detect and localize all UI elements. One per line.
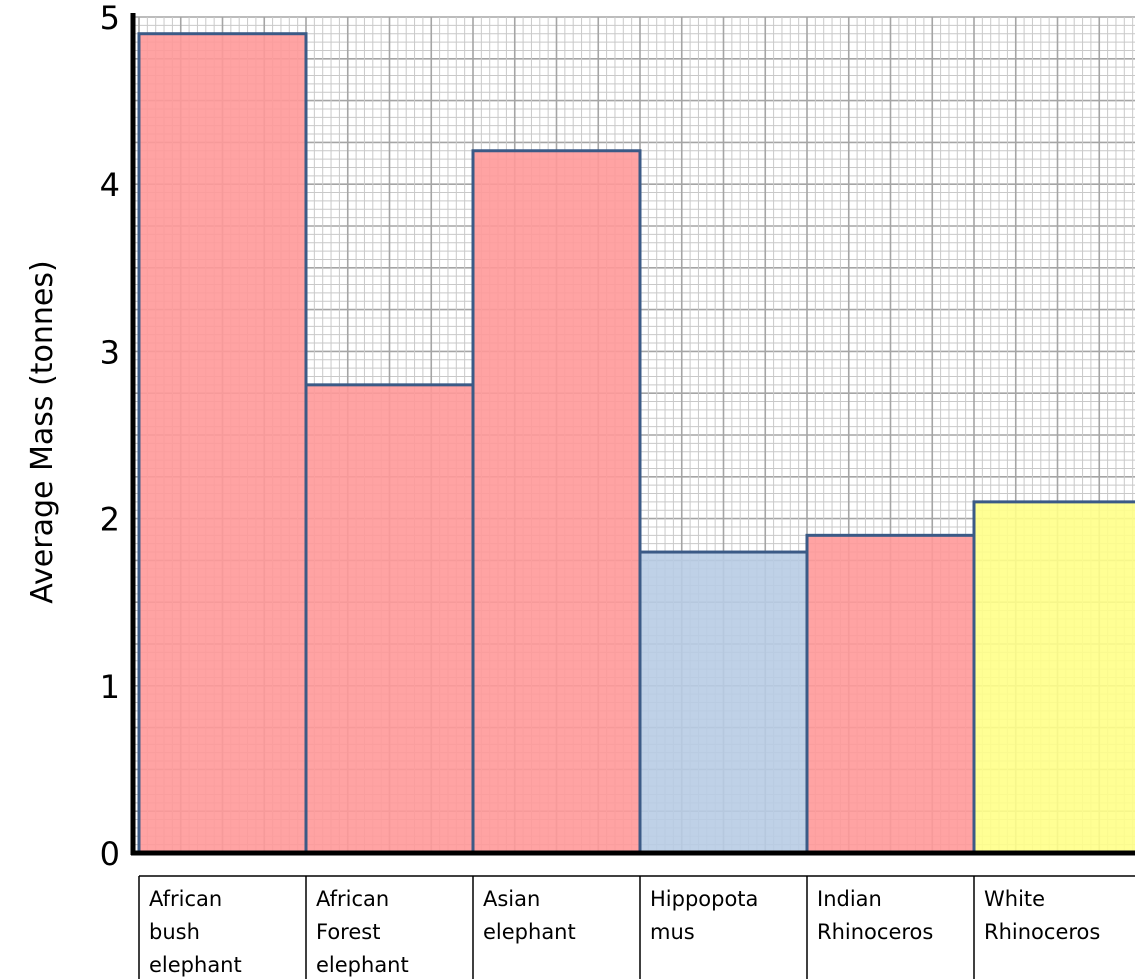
y-tick-label: 0 — [100, 835, 120, 873]
category-label: bush — [149, 920, 200, 944]
category-label: Forest — [316, 920, 380, 944]
category-label: elephant — [149, 953, 242, 977]
category-label: Asian — [483, 887, 540, 911]
category-label-table: African bush elephant African Forest elephant… — [138, 875, 1135, 979]
category-label: African — [149, 887, 222, 911]
category-label: mus — [650, 920, 695, 944]
category-table-border — [138, 875, 1135, 979]
y-tick-labels: 0 1 2 3 4 5 — [100, 0, 120, 873]
category-label: African — [316, 887, 389, 911]
category-label: elephant — [316, 953, 409, 977]
bars — [137, 32, 1135, 855]
category-label: Rhinoceros — [817, 920, 933, 944]
bar-african-forest-elephant — [304, 383, 475, 855]
bar-asian-elephant — [471, 149, 642, 855]
category-label: Rhinoceros — [984, 920, 1100, 944]
bar-african-bush-elephant — [137, 32, 308, 855]
category-label: Indian — [817, 887, 882, 911]
category-label: elephant — [483, 920, 576, 944]
y-tick-label: 3 — [100, 333, 120, 371]
bar-white-rhinoceros — [972, 500, 1135, 855]
y-tick-label: 5 — [100, 0, 120, 37]
category-label: Hippopota — [650, 887, 758, 911]
y-tick-label: 4 — [100, 166, 120, 204]
bar-hippopota-mus — [638, 550, 809, 855]
y-tick-label: 2 — [100, 501, 120, 539]
axes — [130, 13, 1135, 856]
y-tick-label: 1 — [100, 668, 120, 706]
y-axis-label: Average Mass (tonnes) — [25, 260, 60, 603]
category-label: White — [984, 887, 1045, 911]
bar-indian-rhinoceros — [805, 533, 976, 855]
